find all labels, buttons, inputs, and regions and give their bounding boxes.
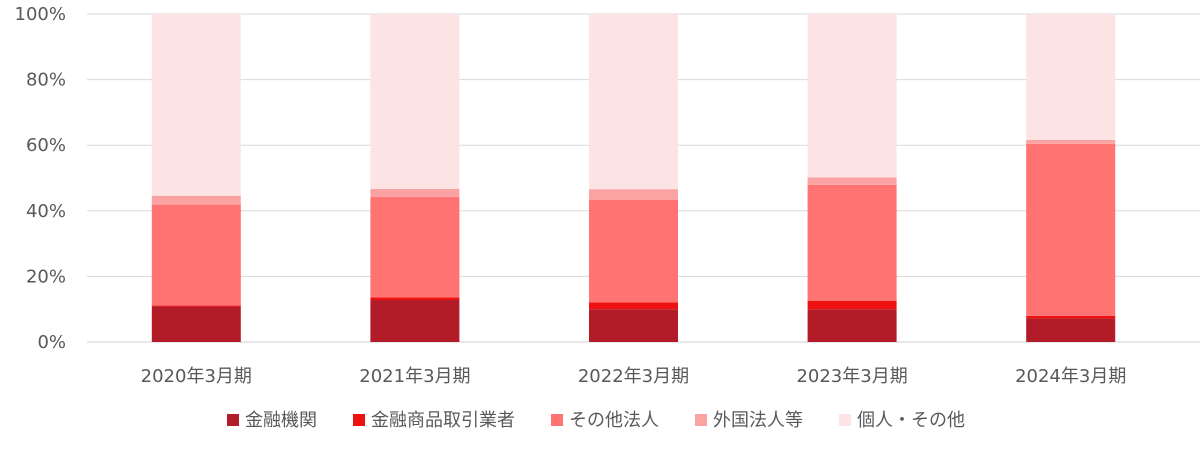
bar-segment	[589, 189, 678, 200]
bar-segment	[151, 305, 241, 307]
bar-segment	[589, 309, 678, 342]
y-tick-label: 80%	[26, 70, 66, 91]
bar-segment	[151, 195, 241, 205]
bar-segment	[807, 184, 897, 301]
bar-segment	[370, 297, 460, 301]
bar-segment	[589, 199, 678, 303]
x-category-label: 2020年3月期	[141, 366, 252, 387]
bar-segment	[1026, 14, 1116, 140]
bar-segment	[807, 309, 897, 342]
bar-segment	[807, 14, 897, 178]
x-category-label: 2024年3月期	[1015, 366, 1126, 387]
legend-swatch	[695, 414, 707, 426]
legend-label: 金融商品取引業者	[371, 410, 515, 431]
bar-segment	[151, 306, 241, 342]
y-tick-label: 100%	[15, 4, 66, 25]
bar-segment	[370, 197, 460, 298]
bar-segment	[370, 14, 460, 189]
bar-segment	[807, 301, 897, 310]
axes: 0% 20% 40% 60% 80% 100% 2020年3月期 2021年3月期 2022年3…	[15, 4, 1127, 387]
bar-segment	[1026, 315, 1116, 319]
y-tick-label: 20%	[26, 266, 66, 287]
legend-swatch	[227, 414, 239, 426]
bar-segment	[370, 188, 460, 198]
bar-segment	[370, 300, 460, 342]
y-tick-label: 60%	[26, 135, 66, 156]
bar-segment	[807, 177, 897, 185]
legend-swatch	[353, 414, 365, 426]
legend-label: 外国法人等	[713, 410, 803, 431]
bar-segment	[151, 14, 241, 196]
legend-swatch	[839, 414, 851, 426]
legend-swatch	[551, 414, 563, 426]
bar-segment	[1026, 318, 1116, 342]
y-tick-label: 40%	[26, 201, 66, 222]
x-category-label: 2021年3月期	[359, 366, 470, 387]
bar-segment	[589, 302, 678, 310]
x-category-label: 2023年3月期	[796, 366, 907, 387]
legend: 金融機関 金融商品取引業者 その他法人 外国法人等 個人・その他	[227, 410, 965, 431]
x-category-label: 2022年3月期	[578, 366, 689, 387]
legend-label: 金融機関	[245, 410, 317, 431]
bar-segment	[589, 14, 678, 190]
bars	[151, 14, 1116, 342]
legend-label: 個人・その他	[857, 410, 965, 431]
bar-segment	[1026, 139, 1116, 144]
bar-segment	[151, 204, 241, 306]
bar-segment	[1026, 143, 1116, 316]
y-tick-label: 0%	[37, 332, 66, 353]
legend-label: その他法人	[569, 410, 659, 431]
